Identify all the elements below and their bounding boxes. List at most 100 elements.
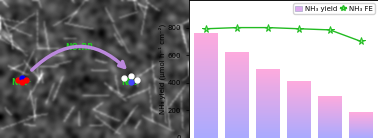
Bar [287, 106, 311, 107]
Bar [256, 118, 280, 120]
Bar [225, 117, 249, 118]
Bar [256, 125, 280, 127]
Bar [256, 69, 280, 70]
Bar [287, 134, 311, 135]
Bar [194, 105, 218, 107]
Bar [287, 102, 311, 103]
Bar [194, 101, 218, 103]
Bar [256, 128, 280, 129]
Bar [225, 68, 249, 70]
Bar [349, 133, 373, 134]
Bar [194, 35, 218, 37]
Bar [225, 75, 249, 77]
Bar [225, 120, 249, 121]
Bar [256, 72, 280, 74]
Bar [287, 111, 311, 112]
Bar [349, 117, 373, 118]
Bar [194, 72, 218, 73]
Bar [225, 111, 249, 112]
Bar [349, 135, 373, 136]
Bar [256, 122, 280, 123]
Bar [287, 105, 311, 106]
Bar [256, 84, 280, 85]
Bar [256, 101, 280, 102]
Bar [194, 70, 218, 72]
Bar [287, 115, 311, 116]
Bar [225, 55, 249, 57]
Bar [194, 33, 218, 35]
Bar [225, 72, 249, 74]
Bar [194, 77, 218, 79]
Bar [287, 133, 311, 134]
Bar [225, 108, 249, 109]
Bar [287, 121, 311, 122]
Bar [225, 87, 249, 88]
Bar [256, 92, 280, 93]
Bar [225, 127, 249, 128]
Bar [318, 115, 342, 116]
Bar [256, 95, 280, 97]
Bar [194, 91, 218, 93]
Bar [225, 135, 249, 137]
Bar [194, 79, 218, 80]
Bar [256, 91, 280, 92]
Bar [287, 81, 311, 82]
Bar [194, 110, 218, 112]
Bar [318, 126, 342, 127]
Bar [225, 99, 249, 101]
Bar [256, 85, 280, 86]
Bar [287, 122, 311, 123]
Bar [194, 96, 218, 98]
Bar [287, 95, 311, 96]
Bar [225, 112, 249, 114]
Bar [287, 90, 311, 91]
Bar [318, 136, 342, 137]
Bar [287, 123, 311, 124]
Bar [318, 130, 342, 131]
Bar [194, 42, 218, 44]
Bar [287, 116, 311, 117]
Bar [349, 112, 373, 113]
Text: NH₃: NH₃ [121, 78, 138, 87]
Bar [225, 128, 249, 129]
Bar [256, 137, 280, 138]
Bar [318, 125, 342, 126]
Bar [225, 91, 249, 92]
Bar [256, 102, 280, 104]
Bar [256, 107, 280, 108]
Bar [256, 123, 280, 124]
Bar [194, 94, 218, 96]
Bar [287, 94, 311, 95]
Bar [349, 122, 373, 123]
Bar [194, 128, 218, 129]
Bar [287, 114, 311, 115]
Bar [256, 80, 280, 82]
Bar [225, 115, 249, 117]
Bar [318, 98, 342, 99]
Bar [287, 127, 311, 128]
Bar [225, 58, 249, 60]
Bar [194, 82, 218, 84]
Bar [194, 107, 218, 108]
Bar [225, 79, 249, 81]
Bar [318, 111, 342, 112]
Bar [256, 127, 280, 128]
Bar [318, 134, 342, 135]
Bar [194, 93, 218, 94]
Bar [225, 121, 249, 122]
Bar [256, 120, 280, 121]
Bar [225, 78, 249, 79]
Bar [194, 56, 218, 58]
Bar [349, 119, 373, 120]
Bar [225, 101, 249, 102]
Bar [194, 112, 218, 114]
Bar [287, 109, 311, 110]
Bar [256, 113, 280, 114]
Bar [287, 137, 311, 138]
Bar [194, 117, 218, 119]
Bar [318, 112, 342, 113]
Text: NO₂⁻: NO₂⁻ [12, 78, 32, 87]
Bar [349, 130, 373, 131]
Bar [256, 83, 280, 84]
Bar [256, 100, 280, 101]
